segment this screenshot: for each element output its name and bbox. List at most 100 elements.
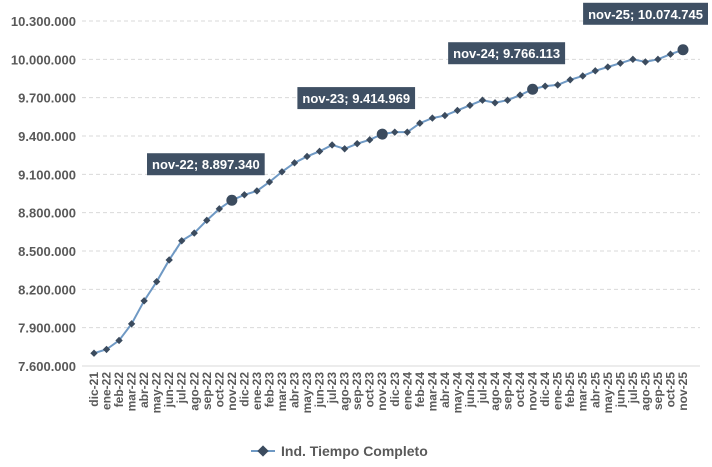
data-point	[478, 96, 487, 104]
data-point	[265, 178, 274, 186]
x-tick-label: oct-23	[363, 372, 377, 408]
x-tick-label: mar-22	[125, 372, 139, 412]
data-point	[315, 147, 324, 156]
x-tick-label: sep-23	[350, 372, 364, 410]
data-point	[491, 99, 499, 107]
annotation-label: nov-25; 10.074.745	[583, 2, 708, 25]
x-tick-label: jul-25	[626, 372, 640, 405]
x-tick-label: ene-25	[551, 372, 565, 410]
annotation-box	[448, 42, 566, 65]
x-tick-label: ago-22	[187, 372, 201, 411]
data-point	[516, 91, 524, 99]
highlight-point	[527, 83, 539, 95]
y-tick-label: 7.600.000	[18, 359, 76, 374]
data-point	[240, 191, 249, 199]
annotation-text: nov-25; 10.074.745	[588, 7, 703, 22]
data-point	[366, 136, 374, 144]
annotation-label: nov-24; 9.766.113	[448, 42, 566, 65]
annotation-text: nov-23; 9.414.969	[302, 91, 410, 106]
x-tick-label: oct-25	[663, 372, 677, 408]
data-point	[403, 128, 411, 136]
x-tick-label: nov-25	[676, 372, 690, 411]
annotation-box	[297, 87, 416, 110]
x-tick-label: nov-24	[526, 372, 540, 411]
x-tick-label: jul-22	[175, 372, 189, 405]
data-point	[579, 72, 587, 80]
y-tick-label: 9.700.000	[18, 91, 76, 106]
x-axis-ticks: dic-21ene-22feb-22mar-22abr-22may-22jun-…	[87, 372, 690, 414]
legend-marker	[257, 445, 269, 457]
highlight-point	[376, 128, 388, 140]
data-point	[503, 96, 512, 104]
x-tick-label: mar-23	[275, 372, 289, 412]
x-tick-label: mar-25	[576, 372, 590, 412]
data-point	[190, 229, 198, 237]
x-tick-label: ago-24	[488, 372, 502, 411]
x-tick-label: jun-24	[463, 372, 477, 409]
data-point	[328, 141, 336, 149]
x-tick-label: ene-23	[250, 372, 264, 410]
data-point	[629, 55, 637, 64]
data-point	[165, 256, 173, 264]
x-tick-label: oct-24	[513, 372, 527, 408]
x-tick-label: ene-24	[400, 372, 414, 410]
legend: Ind. Tiempo Completo	[251, 443, 428, 459]
x-tick-label: abr-23	[288, 372, 302, 408]
data-point	[115, 336, 123, 345]
annotation-text: nov-24; 9.766.113	[453, 46, 560, 61]
data-point	[102, 345, 111, 354]
data-point	[391, 128, 399, 136]
x-tick-label: abr-25	[588, 372, 602, 408]
data-point	[541, 82, 549, 90]
data-point	[566, 76, 574, 84]
x-tick-label: jul-23	[325, 372, 339, 405]
x-tick-label: jul-24	[475, 372, 489, 405]
data-point	[253, 187, 261, 195]
x-tick-label: oct-22	[212, 372, 226, 408]
y-tick-label: 9.100.000	[18, 167, 76, 182]
x-tick-label: dic-24	[538, 372, 552, 407]
y-axis-ticks: 7.600.000 7.900.000 8.200.000 8.500.000 8.80…	[11, 14, 76, 374]
y-tick-label: 10.300.000	[11, 14, 76, 29]
x-tick-label: abr-22	[137, 372, 151, 408]
x-tick-label: feb-25	[563, 372, 577, 408]
y-tick-label: 7.900.000	[18, 321, 76, 336]
data-point	[340, 145, 349, 153]
x-tick-label: sep-25	[651, 372, 665, 410]
x-tick-label: nov-23	[375, 372, 389, 411]
annotation-box	[583, 2, 708, 25]
x-tick-label: may-23	[300, 372, 314, 414]
x-tick-label: jun-22	[162, 372, 176, 409]
data-point	[140, 297, 148, 305]
data-point	[616, 59, 625, 67]
data-point	[554, 81, 562, 89]
highlight-point	[226, 194, 238, 206]
x-tick-label: dic-21	[87, 372, 101, 407]
highlight-point	[677, 44, 689, 56]
x-tick-label: ago-25	[638, 372, 652, 411]
x-tick-label: sep-22	[200, 372, 214, 410]
x-tick-label: jun-23	[313, 372, 327, 409]
data-point	[127, 320, 136, 328]
x-tick-label: dic-23	[388, 372, 402, 407]
annotation-label: nov-22; 8.897.340	[147, 153, 265, 176]
data-point	[203, 216, 211, 225]
x-tick-label: feb-22	[112, 372, 126, 408]
data-point	[441, 111, 449, 120]
data-point	[654, 55, 662, 64]
annotation-label: nov-23; 9.414.969	[297, 87, 416, 110]
data-point	[604, 63, 612, 71]
x-tick-label: may-24	[450, 372, 464, 414]
x-tick-label: feb-23	[262, 372, 276, 408]
x-tick-label: ago-23	[338, 372, 352, 411]
data-point	[453, 106, 462, 115]
annotation-text: nov-22; 8.897.340	[152, 157, 260, 172]
data-point	[90, 349, 98, 357]
legend-label: Ind. Tiempo Completo	[281, 443, 428, 459]
data-point	[666, 50, 675, 58]
y-tick-label: 8.500.000	[18, 244, 76, 259]
annotation-box	[147, 153, 265, 176]
y-tick-label: 9.400.000	[18, 129, 76, 144]
